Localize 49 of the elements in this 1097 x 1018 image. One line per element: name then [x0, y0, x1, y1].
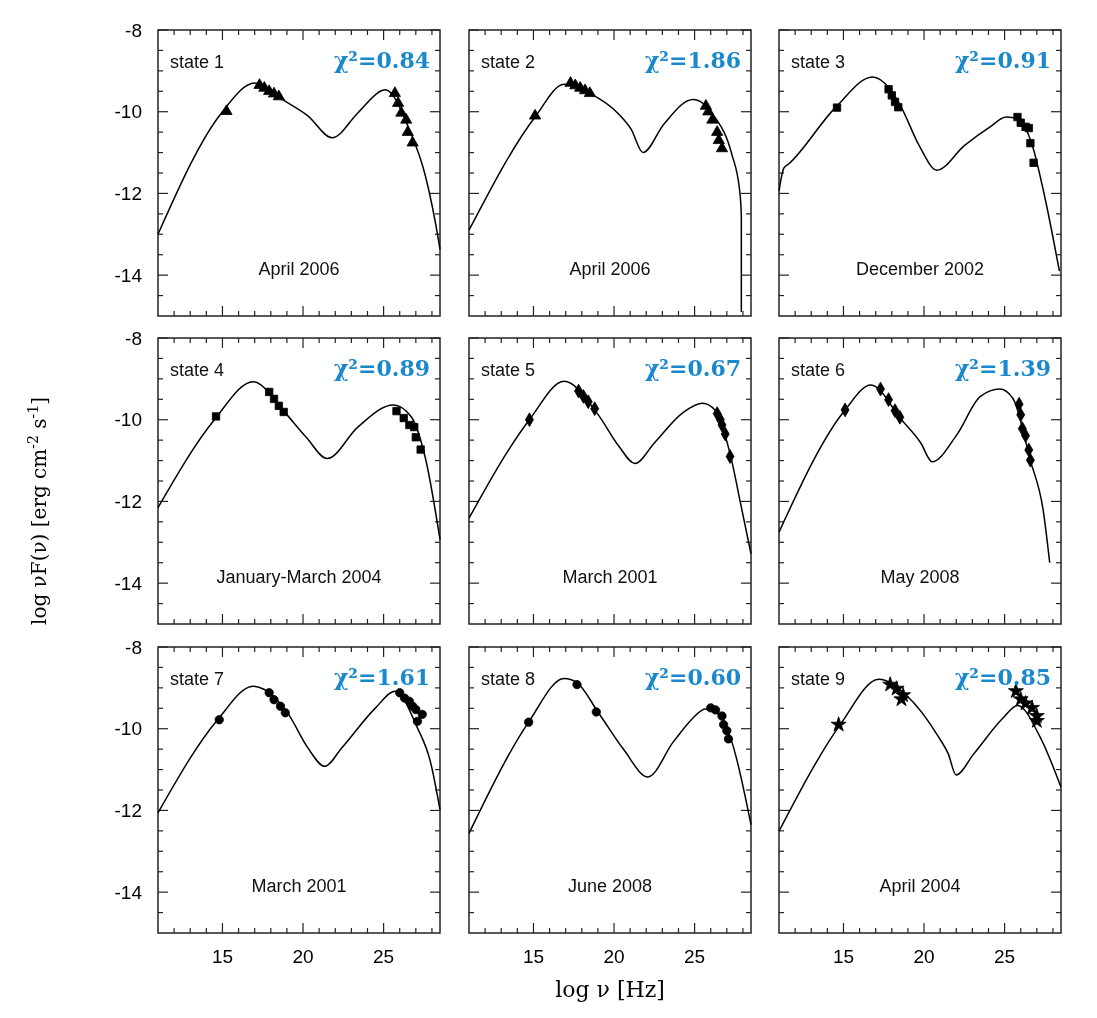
annotation: March 2001	[251, 876, 347, 896]
annotation: state 1	[170, 52, 225, 72]
x-tick-label: 15	[832, 946, 855, 967]
annotation: state 8	[481, 669, 536, 689]
annotation: state 5	[481, 360, 536, 380]
annotation: state 2	[481, 52, 536, 72]
y-tick-label: -14	[114, 264, 143, 286]
y-tick-label: -10	[114, 718, 142, 740]
y-tick-label: -14	[114, 572, 143, 594]
annotation: χ²=0.85	[954, 664, 1051, 690]
annotation: χ²=1.61	[333, 664, 430, 690]
annotation: χ²=0.67	[644, 355, 741, 381]
annotation: state 6	[791, 360, 846, 380]
y-tick-label: -8	[125, 19, 142, 41]
annotation: December 2002	[855, 259, 985, 279]
annotation: χ²=1.39	[954, 355, 1051, 381]
annotation: June 2008	[567, 876, 653, 896]
annotation: χ²=0.84	[333, 47, 430, 73]
x-tick-label: 25	[373, 946, 395, 967]
annotation: χ²=0.89	[333, 355, 430, 381]
annotation: April 2006	[569, 259, 651, 279]
y-tick-label: -8	[125, 327, 142, 349]
annotation: March 2001	[562, 567, 658, 587]
annotation: χ²=0.60	[644, 664, 741, 690]
x-tick-label: 25	[994, 946, 1016, 967]
y-tick-label: -10	[114, 101, 142, 123]
y-tick-label: -8	[125, 636, 142, 658]
x-tick-label: 25	[684, 946, 706, 967]
annotation: state 7	[170, 669, 225, 689]
x-tick-label: 15	[211, 946, 234, 967]
x-tick-label: 20	[603, 946, 625, 967]
annotation: January-March 2004	[216, 567, 382, 587]
x-tick-label: 20	[292, 946, 314, 967]
annotation: April 2004	[879, 876, 961, 896]
annotation: state 3	[791, 52, 846, 72]
annotation: χ²=0.91	[954, 47, 1051, 73]
y-tick-label: -14	[114, 881, 143, 903]
annotation: state 4	[170, 360, 225, 380]
y-tick-label: -12	[114, 491, 142, 513]
annotation: χ²=1.86	[644, 47, 741, 73]
x-axis-title: log ν [Hz]	[555, 977, 665, 1002]
annotation: April 2006	[258, 259, 340, 279]
y-tick-label: -12	[114, 183, 142, 205]
annotation: state 9	[791, 669, 846, 689]
x-tick-label: 20	[913, 946, 935, 967]
y-tick-label: -12	[114, 800, 142, 822]
y-tick-label: -10	[114, 409, 142, 431]
x-tick-label: 15	[522, 946, 545, 967]
annotation: May 2008	[880, 567, 960, 587]
